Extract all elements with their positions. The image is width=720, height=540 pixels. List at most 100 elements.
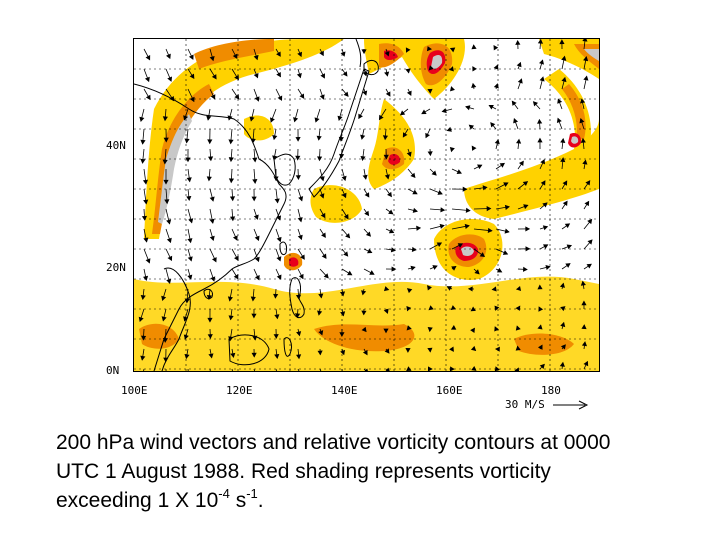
wind-vector-head [254, 96, 260, 102]
taiwan [279, 241, 287, 256]
wind-vector-head [471, 82, 477, 88]
wind-vector-head [273, 176, 279, 182]
wind-vector-head [586, 263, 592, 269]
wind-vector-head [587, 239, 593, 245]
wind-vector-head [343, 214, 349, 220]
wind-vector-head [234, 74, 239, 81]
wind-vector-head [318, 293, 324, 299]
wind-vector-head [410, 172, 416, 178]
wind-vector-head [320, 212, 326, 219]
wind-vector-head [561, 76, 567, 83]
wind-vector-head [300, 254, 305, 260]
wind-vector-head [585, 180, 591, 186]
wind-vector-head [323, 273, 329, 279]
wind-vector-head [298, 196, 304, 202]
wind-vector-head [360, 134, 366, 140]
wind-vector-head [559, 361, 565, 367]
wind-vector-head [405, 348, 411, 353]
wind-vector-head [583, 75, 589, 81]
wind-vector-head [446, 286, 452, 291]
wind-vector-head [449, 146, 455, 153]
vorticity-map [133, 38, 600, 372]
wind-vector-head [557, 98, 563, 104]
wind-vector-head [183, 115, 189, 121]
wind-vector-head [162, 116, 168, 122]
wind-vector-head [504, 204, 510, 210]
wind-vector-head [581, 300, 587, 306]
wind-vector-head [525, 226, 531, 232]
wind-vector-head [479, 252, 486, 258]
wind-vector-head [166, 237, 172, 244]
wind-vector-head [319, 193, 325, 199]
wind-vectors [138, 39, 593, 371]
wind-vector-head [254, 235, 260, 242]
wind-vector-head [253, 72, 259, 79]
wind-vector-head [562, 200, 568, 207]
wind-vector [319, 368, 322, 371]
wind-vector-head [140, 294, 146, 300]
wind-vector-head [382, 135, 389, 141]
wind-vector-head [272, 155, 278, 161]
wind-vector-head [161, 316, 167, 322]
wind-vector-head [583, 360, 589, 367]
wind-vector-head [365, 231, 371, 237]
wind-vector-head [451, 265, 457, 271]
wind-vector-head [487, 227, 493, 233]
wind-vector-head [369, 270, 375, 275]
wind-vector-head [384, 348, 390, 354]
wind-vector-head [470, 327, 475, 333]
wind-vector-head [465, 207, 471, 213]
wind-vector-head [412, 189, 418, 195]
wind-vector-head [140, 355, 146, 361]
wind-vector [231, 368, 233, 371]
wind-vector-head [399, 110, 406, 116]
wind-vector-head [189, 96, 195, 103]
wind-vector-head [543, 244, 549, 249]
wind-vector-head [163, 137, 169, 143]
wind-vector-head [537, 118, 543, 124]
wind-vector-head [250, 296, 256, 302]
wind-vector-head [566, 244, 572, 250]
wind-vector-head [556, 117, 562, 123]
caption-exponent-1: -4 [218, 486, 230, 501]
wind-vector-head [319, 176, 325, 182]
wind-vector-head [272, 135, 278, 141]
wind-vector-head [496, 267, 503, 273]
wind-vector-head [208, 156, 214, 162]
wind-vector-head [276, 215, 282, 221]
wind-vector-head [138, 316, 144, 323]
wind-vector-head [367, 248, 373, 254]
wind-vector-head [383, 286, 390, 292]
wind-vector-head [580, 137, 586, 143]
wind-vector-head [416, 225, 422, 231]
wind-vector-head [471, 44, 477, 50]
wind-vector-head [254, 256, 260, 263]
wind-vector-head [163, 179, 169, 185]
vorticity-middle-patch [310, 185, 362, 223]
wind-vector-head [431, 170, 437, 176]
graticule [134, 39, 599, 371]
wind-vector-head [428, 65, 434, 71]
wind-vector-head [449, 366, 455, 371]
wind-vector [275, 368, 277, 371]
figure-caption: 200 hPa wind vectors and relative vortic… [56, 428, 706, 515]
wind-vector-head [385, 91, 391, 97]
wind-vector-head [391, 266, 397, 272]
wind-vector-head [410, 265, 416, 271]
wind-vector-head [210, 276, 216, 282]
wind-vector-head [232, 235, 238, 241]
wind-vector-head [166, 219, 172, 225]
wind-vector-head [209, 235, 215, 242]
vorticity-diagonal-band [368, 99, 415, 189]
caption-line-1: 200 hPa wind vectors and relative vortic… [56, 431, 611, 454]
wind-vector-head [412, 207, 418, 213]
wind-vector-head [362, 174, 368, 180]
wind-vector-head [207, 334, 213, 340]
wind-vector-head [364, 210, 370, 217]
vorticity-top-right-gray [431, 55, 443, 70]
wind-vector-head [143, 199, 149, 205]
wind-vector [187, 368, 189, 371]
wind-vector-head [532, 101, 539, 107]
wind-vector-head [253, 54, 259, 61]
wind-vector-head [184, 298, 190, 304]
